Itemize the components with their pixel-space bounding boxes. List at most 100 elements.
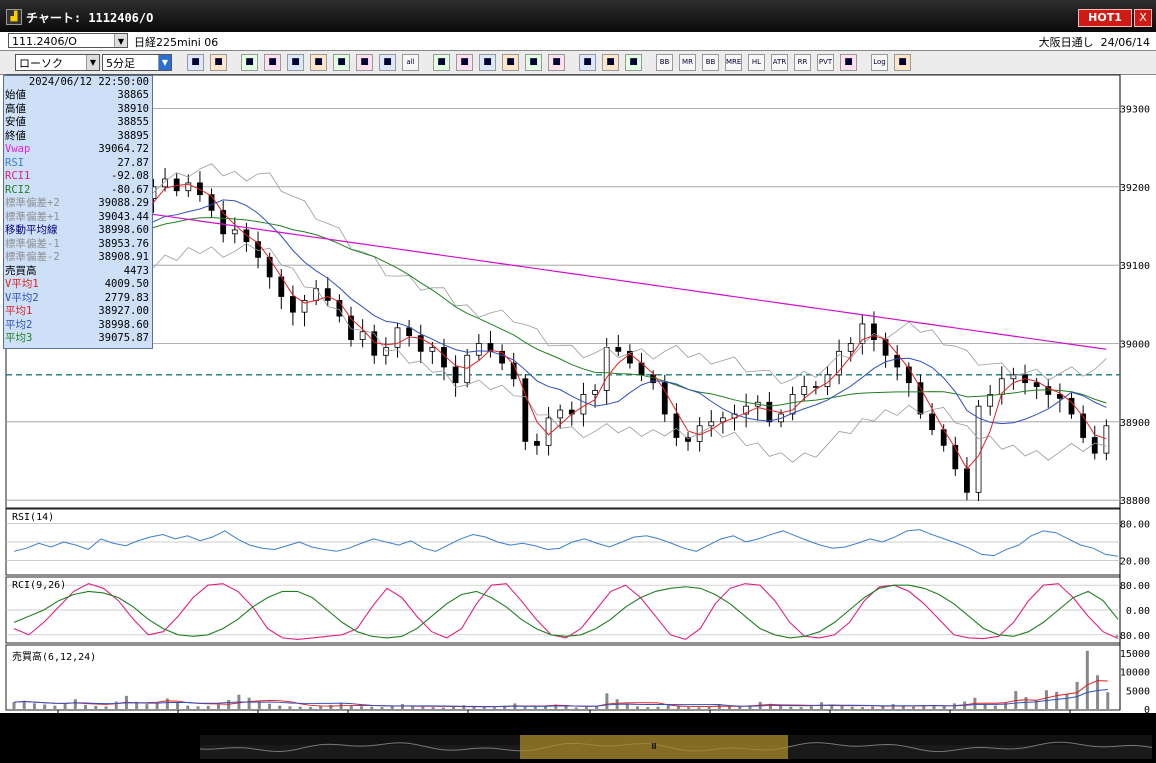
info-label: 高値 xyxy=(5,102,26,115)
volume-bar xyxy=(932,705,936,709)
hot-button[interactable]: HOT1 xyxy=(1078,9,1132,27)
toolbar-button-search-icon[interactable]: ■ xyxy=(264,54,281,71)
toolbar-button-all[interactable]: all xyxy=(402,54,419,71)
info-label: 標準偏差+2 xyxy=(5,197,60,209)
toolbar-button-export-icon[interactable]: ■ xyxy=(894,54,911,71)
toolbar-button-undo-icon[interactable]: ■ xyxy=(502,54,519,71)
candle-body xyxy=(627,350,633,364)
toolbar-button-pen-icon[interactable]: ■ xyxy=(433,54,450,71)
close-button[interactable]: X xyxy=(1134,9,1152,27)
candle-body xyxy=(359,331,366,340)
toolbar-button-eraser-icon[interactable]: ■ xyxy=(333,54,350,71)
chart-toolbar: ローソク ▼ 5分足 ▼ ■ ■ ■ ■ ■ ■ ■ ■ ■ all ■ ■ ■ ■ ■ ■ ■ ■ ■ BB MR BB… xyxy=(0,51,1156,75)
candle-body xyxy=(557,409,564,419)
toolbar-button-line-icon[interactable]: ■ xyxy=(310,54,327,71)
candle-body xyxy=(929,413,935,431)
toolbar-button-box-icon[interactable]: ■ xyxy=(356,54,373,71)
interval-value: 5分足 xyxy=(106,57,135,70)
toolbar-button-bb[interactable]: BB xyxy=(702,54,719,71)
svg-text:Ⅲ: Ⅲ xyxy=(651,742,657,751)
candle-body xyxy=(673,413,680,438)
candle-body xyxy=(475,343,482,356)
bollinger-upper xyxy=(13,163,1107,385)
volume-bar xyxy=(32,703,36,709)
volume-bar xyxy=(523,705,527,709)
toolbar-button-bb[interactable]: BB xyxy=(656,54,673,71)
toolbar-button-mr[interactable]: MR xyxy=(679,54,696,71)
candle-body xyxy=(394,327,401,348)
chevron-down-icon[interactable]: ▼ xyxy=(86,55,99,70)
candle-body xyxy=(905,366,912,384)
volume-bar xyxy=(53,705,57,709)
volume-bar xyxy=(860,707,864,709)
chart-svg[interactable]: 39300 39200 39100 39000 38900 38800 80.00 20.00… xyxy=(0,74,1156,726)
info-value: 4009.50 xyxy=(104,278,149,290)
candle-body xyxy=(789,394,796,415)
toolbar-button-rr[interactable]: RR xyxy=(794,54,811,71)
candle-body xyxy=(1056,394,1063,399)
volume-bar xyxy=(1024,697,1028,709)
info-row: V平均2 2779.83 xyxy=(4,292,152,306)
volume-bar xyxy=(830,704,834,709)
interval-select[interactable]: 5分足 ▼ xyxy=(102,54,172,71)
volume-tick-label: 15000 xyxy=(1120,649,1150,660)
chart-type-select[interactable]: ローソク ▼ xyxy=(15,54,100,71)
volume-bar xyxy=(666,705,670,709)
toolbar-button-brush-icon[interactable]: ■ xyxy=(602,54,619,71)
candle-body xyxy=(812,386,819,388)
scroll-thumb[interactable] xyxy=(520,735,788,759)
overview-svg: Ⅲ xyxy=(199,735,1153,759)
info-value: 38927.00 xyxy=(98,305,149,317)
toolbar-button-zoom-icon[interactable]: ■ xyxy=(187,54,204,71)
chart-area[interactable]: 39300 39200 39100 39000 38900 38800 80.00 20.00… xyxy=(0,74,1156,726)
candle-body xyxy=(1103,425,1110,454)
candle-body xyxy=(615,347,622,352)
toolbar-button-frame-icon[interactable]: ■ xyxy=(840,54,857,71)
volume-bar xyxy=(799,707,803,709)
candle-body xyxy=(603,347,610,391)
volume-bar xyxy=(983,704,987,709)
toolbar-button-color-icon[interactable]: ■ xyxy=(625,54,642,71)
volume-bar xyxy=(912,706,916,709)
chart-type-value: ローソク xyxy=(19,57,63,70)
volume-bar xyxy=(1004,703,1008,709)
volume-bar xyxy=(452,706,456,709)
candle-body xyxy=(1010,374,1017,380)
candle-body xyxy=(859,323,866,344)
volume-bar xyxy=(605,693,609,709)
symbol-name: 日経225mini 06 xyxy=(134,36,219,49)
toolbar-button-grid-icon[interactable]: ■ xyxy=(579,54,596,71)
volume-bar xyxy=(186,705,190,709)
toolbar-button-atr[interactable]: ATR xyxy=(771,54,788,71)
toolbar-button-box2-icon[interactable]: ■ xyxy=(379,54,396,71)
symbol-select[interactable]: 111.2406/O ▼ xyxy=(8,33,128,48)
rci-tick-label: 80.00 xyxy=(1120,581,1150,592)
chevron-down-icon[interactable]: ▼ xyxy=(114,34,127,47)
toolbar-button-crosshair-icon[interactable]: ■ xyxy=(210,54,227,71)
toolbar-button-pvt[interactable]: PVT xyxy=(817,54,834,71)
volume-bar xyxy=(411,706,415,709)
toolbar-button-candle-icon[interactable]: ■ xyxy=(241,54,258,71)
volume-bar xyxy=(257,702,261,709)
info-row: 標準偏差-1 38953.76 xyxy=(4,238,152,252)
overview-scrollbar[interactable]: Ⅲ xyxy=(199,735,1153,759)
volume-bar xyxy=(84,704,88,709)
toolbar-button-log[interactable]: Log xyxy=(871,54,888,71)
toolbar-button-trash-icon[interactable]: ■ xyxy=(548,54,565,71)
volume-bar xyxy=(1106,692,1110,709)
rsi-tick-label: 20.00 xyxy=(1120,557,1150,568)
toolbar-button-arrow-icon[interactable]: ■ xyxy=(479,54,496,71)
volume-bar xyxy=(390,706,394,709)
volume-bar xyxy=(145,704,149,709)
volume-bar xyxy=(738,706,742,709)
toolbar-button-hl[interactable]: HL xyxy=(748,54,765,71)
info-label: RCI1 xyxy=(5,170,31,182)
toolbar-button-line-draw-icon[interactable]: ■ xyxy=(456,54,473,71)
volume-bar xyxy=(421,706,425,709)
toolbar-button-list-icon[interactable]: ■ xyxy=(525,54,542,71)
toolbar-button-mre[interactable]: MRE xyxy=(725,54,742,71)
volume-bar xyxy=(329,704,333,709)
toolbar-button-bar-icon[interactable]: ■ xyxy=(287,54,304,71)
volume-bar xyxy=(717,704,721,709)
chevron-down-icon[interactable]: ▼ xyxy=(158,55,171,70)
